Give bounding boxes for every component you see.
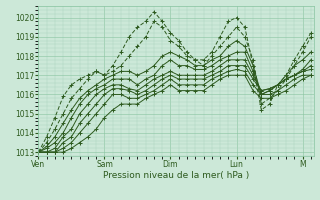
- X-axis label: Pression niveau de la mer( hPa ): Pression niveau de la mer( hPa ): [103, 171, 249, 180]
